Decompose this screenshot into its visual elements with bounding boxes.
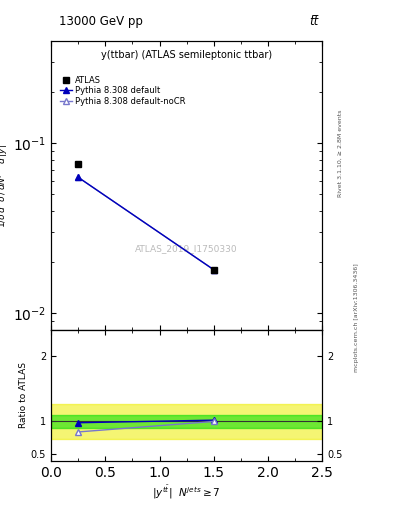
Text: 13000 GeV pp: 13000 GeV pp bbox=[59, 15, 143, 28]
Text: tt̅: tt̅ bbox=[309, 15, 318, 28]
Pythia 8.308 default-noCR bbox=[211, 267, 216, 273]
Legend: ATLAS, Pythia 8.308 default, Pythia 8.308 default-noCR: ATLAS, Pythia 8.308 default, Pythia 8.30… bbox=[58, 74, 187, 108]
ATLAS bbox=[76, 161, 81, 167]
Text: mcplots.cern.ch [arXiv:1306.3436]: mcplots.cern.ch [arXiv:1306.3436] bbox=[354, 263, 359, 372]
Line: ATLAS: ATLAS bbox=[75, 161, 217, 273]
ATLAS bbox=[211, 267, 216, 273]
Text: y(ttbar) (ATLAS semileptonic ttbar): y(ttbar) (ATLAS semileptonic ttbar) bbox=[101, 50, 272, 59]
Pythia 8.308 default bbox=[211, 267, 216, 273]
Y-axis label: Ratio to ATLAS: Ratio to ATLAS bbox=[19, 362, 28, 428]
X-axis label: $|y^{t\bar{t}}|$  $N^{jets} \geq 7$: $|y^{t\bar{t}}|$ $N^{jets} \geq 7$ bbox=[152, 484, 221, 501]
Text: ATLAS_2019_I1750330: ATLAS_2019_I1750330 bbox=[135, 244, 238, 253]
Line: Pythia 8.308 default-noCR: Pythia 8.308 default-noCR bbox=[75, 174, 217, 273]
Y-axis label: $1/\sigma\,d^2\sigma\,/\,dN^{jets}\,d\,|y^{\bar{}}|$: $1/\sigma\,d^2\sigma\,/\,dN^{jets}\,d\,|… bbox=[0, 143, 10, 227]
Pythia 8.308 default bbox=[76, 174, 81, 180]
Pythia 8.308 default-noCR bbox=[76, 174, 81, 180]
Text: Rivet 3.1.10, ≥ 2.8M events: Rivet 3.1.10, ≥ 2.8M events bbox=[338, 110, 343, 197]
Line: Pythia 8.308 default: Pythia 8.308 default bbox=[75, 174, 217, 273]
